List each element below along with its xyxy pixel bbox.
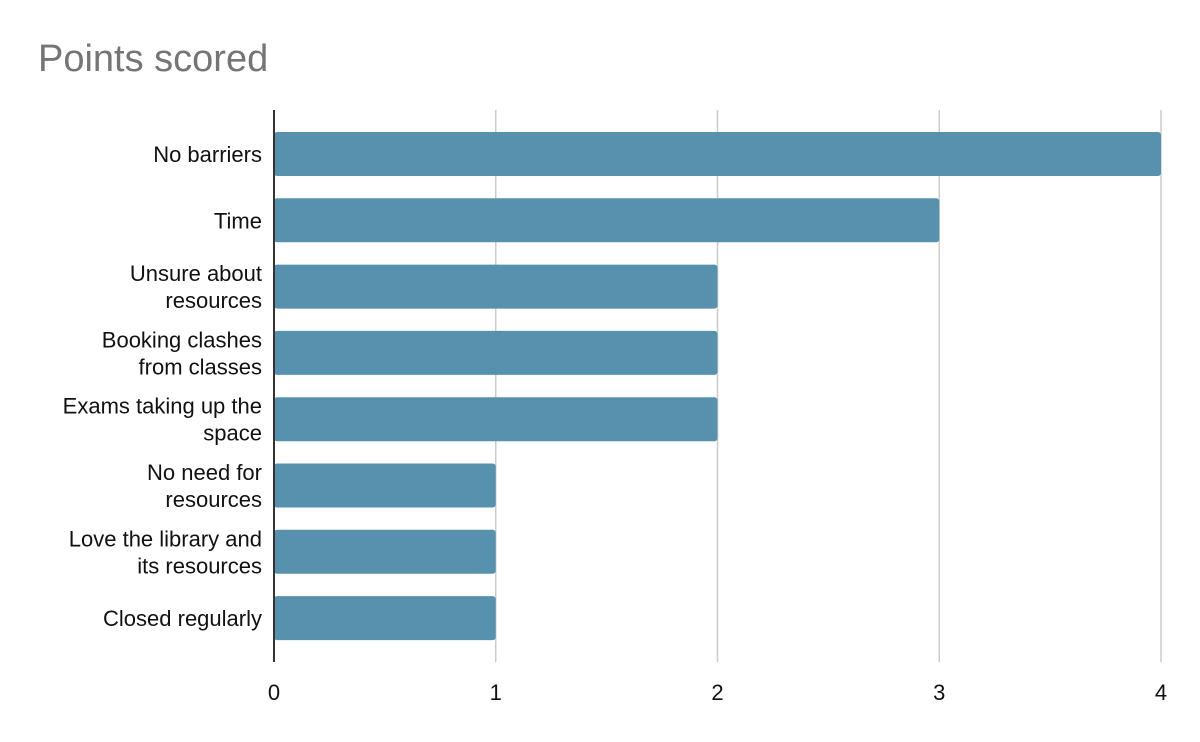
bar	[274, 330, 718, 375]
category-label: No barriers	[153, 142, 262, 167]
category-label-line: No need for	[147, 460, 262, 485]
category-label-line: Exams taking up the	[63, 394, 262, 419]
category-label-line: from classes	[139, 354, 262, 379]
category-label: Time	[214, 208, 262, 233]
x-tick-label: 1	[490, 680, 502, 705]
bar	[274, 529, 496, 574]
bar	[274, 463, 496, 508]
category-label-line: space	[203, 421, 262, 446]
category-label-line: Time	[214, 208, 262, 233]
bar	[274, 132, 1161, 176]
category-label: Booking clashes from classes	[102, 327, 262, 379]
category-label-line: No barriers	[153, 142, 262, 167]
chart-title: Points scored	[38, 38, 269, 80]
x-tick-labels: 0 1 2 3 4	[268, 680, 1167, 705]
gridlines	[495, 110, 1162, 662]
category-label-line: Love the library and	[69, 526, 262, 551]
x-tick-label: 4	[1155, 680, 1167, 705]
category-label-line: resources	[165, 288, 262, 313]
bar	[274, 397, 718, 442]
category-label: No need for resources	[147, 460, 262, 512]
category-label: Exams taking up the space	[63, 394, 262, 446]
category-label-line: Closed regularly	[103, 606, 262, 631]
bar	[274, 198, 940, 243]
category-label-line: Booking clashes	[102, 327, 262, 352]
category-label: Unsure about resources	[130, 261, 262, 313]
bar	[274, 596, 496, 641]
category-label-line: its resources	[137, 553, 262, 578]
bars	[274, 132, 1161, 641]
x-tick-label: 2	[711, 680, 723, 705]
x-tick-label: 0	[268, 680, 280, 705]
category-label-line: Unsure about	[130, 261, 262, 286]
bar	[274, 264, 718, 309]
category-label-line: resources	[165, 487, 262, 512]
category-label: Closed regularly	[103, 606, 262, 631]
category-label: Love the library and its resources	[69, 526, 262, 578]
x-tick-label: 3	[933, 680, 945, 705]
